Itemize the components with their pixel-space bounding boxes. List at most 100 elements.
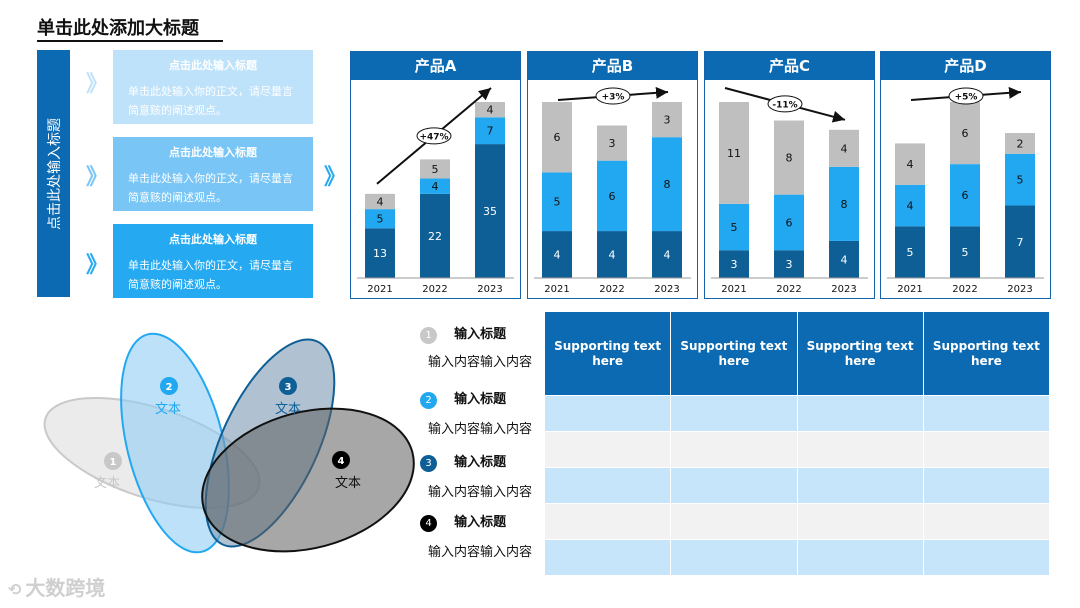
table-cell[interactable] xyxy=(796,431,924,468)
table-cell[interactable] xyxy=(543,539,672,576)
bar-segment xyxy=(542,172,572,232)
legend-item-2: 2 输入标题 xyxy=(420,388,506,409)
bar-segment xyxy=(1005,153,1035,206)
bar-segment xyxy=(774,194,804,251)
table-cell[interactable] xyxy=(922,431,1051,468)
bar-segment xyxy=(652,231,682,278)
bar-segment xyxy=(829,166,859,241)
table-cell[interactable] xyxy=(543,467,672,504)
petal-3-num: 3 xyxy=(285,382,292,393)
box-heading: 点击此处输入标题 xyxy=(169,233,257,246)
bar-value-label: 5 xyxy=(1017,174,1024,187)
legend-item-3: 3 输入标题 xyxy=(420,451,506,472)
petal-1-num: 1 xyxy=(110,457,117,468)
table-cell[interactable] xyxy=(670,467,798,504)
bar-segment xyxy=(652,102,682,138)
table-row xyxy=(543,539,1051,576)
bar-value-label: 8 xyxy=(786,152,793,165)
petal-2-num: 2 xyxy=(166,382,173,393)
petal-4 xyxy=(201,407,415,553)
bar-segment xyxy=(542,231,572,278)
bar-segment xyxy=(475,144,505,278)
bar-segment xyxy=(950,164,980,227)
table-cell[interactable] xyxy=(543,503,672,540)
bar-segment xyxy=(597,125,627,161)
legend-text: 输入内容输入内容 xyxy=(428,355,533,370)
chevron-icon: 》 xyxy=(324,165,346,190)
trend-badge xyxy=(595,87,631,105)
bar-value-label: 4 xyxy=(554,249,561,262)
bar-segment xyxy=(950,226,980,278)
bar-segment xyxy=(895,184,925,227)
petal-2-label: 文本 xyxy=(155,402,181,417)
legend-text: 输入内容输入内容 xyxy=(428,485,533,500)
bar-segment xyxy=(950,102,980,165)
box-body: 单击此处输入你的正文，请尽量言简意赅的阐述观点。 xyxy=(128,172,293,204)
legend-title: 输入标题 xyxy=(454,392,507,407)
chart-panel-a: 产品A 13 5 4 2021 22 4 5 2022 35 7 4 2023 +47% xyxy=(350,51,521,299)
bar-value-label: 5 xyxy=(907,246,914,259)
petal-1-badge xyxy=(104,452,122,470)
bar-value-label: 5 xyxy=(554,196,561,209)
bar-value-label: 4 xyxy=(664,249,671,262)
table-cell[interactable] xyxy=(796,395,924,432)
table-cell[interactable] xyxy=(670,539,798,576)
legend-title: 输入标题 xyxy=(454,327,507,342)
bar-segment xyxy=(597,160,627,232)
bar-segment xyxy=(475,117,505,145)
table-cell[interactable] xyxy=(543,431,672,468)
table-cell[interactable] xyxy=(922,539,1051,576)
table-cell[interactable] xyxy=(543,395,672,432)
table-row xyxy=(543,467,1051,504)
trend-badge xyxy=(948,87,984,105)
supporting-table: Supporting text here Supporting text her… xyxy=(543,311,1051,576)
table-cell[interactable] xyxy=(796,503,924,540)
bar-value-label: 3 xyxy=(609,137,616,150)
bar-value-label: 5 xyxy=(377,213,384,226)
trend-label: +47% xyxy=(419,132,448,142)
title-underline xyxy=(37,40,223,42)
bar-value-label: 13 xyxy=(373,247,387,260)
chevron-icon: 》 xyxy=(86,165,108,190)
bar-value-label: 5 xyxy=(731,221,738,234)
chart-a: 13 5 4 2021 22 4 5 2022 35 7 4 2023 +47% xyxy=(357,87,514,295)
bar-segment xyxy=(1005,133,1035,154)
table-header-cell: Supporting text here xyxy=(796,311,924,396)
bar-value-label: 6 xyxy=(609,190,616,203)
text-box: 点击此处输入标题 单击此处输入你的正文，请尽量言简意赅的阐述观点。 xyxy=(113,137,313,211)
petal-4-badge xyxy=(332,451,350,469)
table-cell[interactable] xyxy=(670,395,798,432)
table-header-cell: Supporting text here xyxy=(670,311,798,396)
table-cell[interactable] xyxy=(670,503,798,540)
chart-panel-c: 产品C 3 5 11 2021 3 6 8 2022 4 8 4 2023 -11% xyxy=(704,51,875,299)
table-cell[interactable] xyxy=(922,467,1051,504)
table-row xyxy=(543,503,1051,540)
x-tick-label: 2023 xyxy=(654,284,679,295)
table-cell[interactable] xyxy=(922,503,1051,540)
bar-value-label: 2 xyxy=(1017,137,1024,150)
bar-segment xyxy=(719,203,749,251)
table-cell[interactable] xyxy=(796,467,924,504)
table-header-cell: Supporting text here xyxy=(543,311,672,396)
logo-icon: ⟲ xyxy=(8,580,22,599)
table-cell[interactable] xyxy=(796,539,924,576)
x-tick-label: 2021 xyxy=(897,284,922,295)
bar-value-label: 4 xyxy=(609,249,616,262)
legend-item-1: 1 输入标题 xyxy=(420,323,506,344)
bar-value-label: 22 xyxy=(428,230,442,243)
chart-b: 4 5 6 2021 4 6 3 2022 4 8 3 2023 +3% xyxy=(534,86,691,295)
petal-4-label: 文本 xyxy=(335,476,361,491)
bar-segment xyxy=(1005,205,1035,278)
legend-badge: 3 xyxy=(420,455,437,472)
table-header-cell: Supporting text here xyxy=(922,311,1051,396)
text-box: 点击此处输入标题 单击此处输入你的正文，请尽量言简意赅的阐述观点。 xyxy=(113,50,313,124)
bar-segment xyxy=(774,120,804,195)
bar-value-label: 8 xyxy=(664,178,671,191)
x-tick-label: 2023 xyxy=(831,284,856,295)
bar-segment xyxy=(365,228,395,278)
x-tick-label: 2023 xyxy=(477,284,502,295)
table-cell[interactable] xyxy=(670,431,798,468)
table-cell[interactable] xyxy=(922,395,1051,432)
legend-text: 输入内容输入内容 xyxy=(428,422,533,437)
box-heading: 点击此处输入标题 xyxy=(169,146,257,159)
